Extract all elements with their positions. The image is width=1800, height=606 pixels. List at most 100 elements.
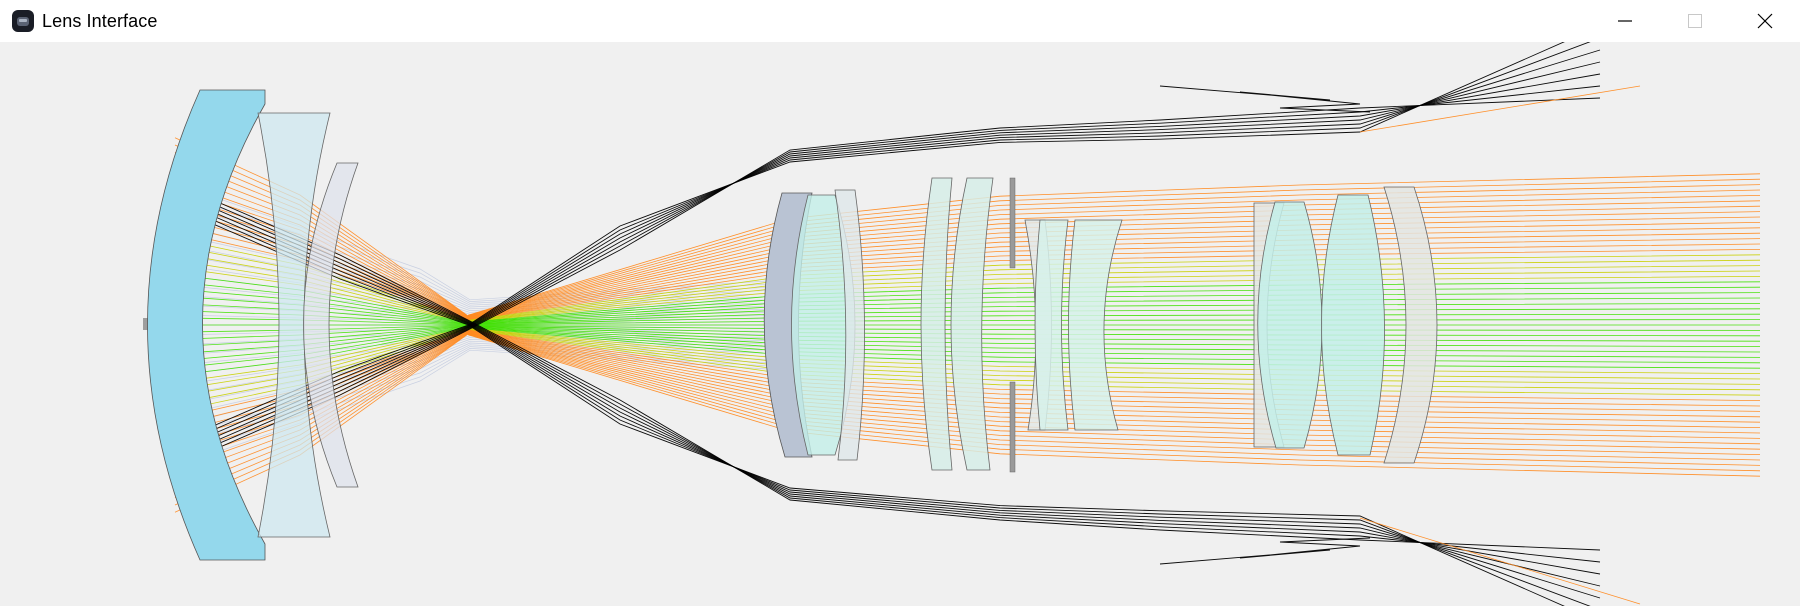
ray: [467, 332, 1761, 445]
lens-element-11: [1068, 219, 1123, 431]
ray: [467, 329, 1761, 396]
lens-element-10: [1034, 219, 1069, 431]
lens-element-7: [920, 177, 953, 471]
ray: [467, 216, 1761, 319]
ray: [467, 333, 1761, 466]
ray: [467, 184, 1761, 317]
ray: [189, 189, 1601, 551]
ray: [189, 73, 1601, 453]
ray: [467, 254, 1761, 321]
ray: [467, 334, 1761, 472]
ray: [467, 249, 1761, 321]
ray: [467, 324, 1761, 331]
ray: [467, 238, 1761, 320]
ray: [467, 211, 1761, 319]
ray: [1159, 537, 1371, 565]
ray: [467, 297, 1761, 324]
ray: [189, 42, 1565, 437]
ray: [1359, 517, 1641, 605]
ray: [467, 173, 1761, 316]
lens-element-8: [950, 177, 994, 471]
ray: [467, 328, 1761, 380]
close-icon: [1757, 13, 1773, 29]
window-controls: [1590, 0, 1800, 42]
ray: [467, 331, 1761, 434]
lens-canvas[interactable]: [0, 42, 1800, 606]
ray: [189, 201, 1601, 587]
ray: [467, 276, 1761, 323]
ray: [189, 197, 1601, 575]
minimize-button[interactable]: [1590, 0, 1660, 42]
ray: [467, 227, 1761, 320]
ray: [189, 193, 1601, 563]
ray: [189, 205, 1601, 599]
maximize-button[interactable]: [1660, 0, 1730, 42]
window-title: Lens Interface: [42, 10, 158, 31]
ray: [467, 205, 1761, 318]
ray: [467, 329, 1761, 401]
lens-element-14: [1321, 194, 1385, 456]
ray: [467, 326, 1761, 358]
ray: [467, 195, 1761, 317]
ray: [189, 85, 1601, 457]
ray: [467, 308, 1761, 325]
ray: [467, 327, 1761, 369]
ray: [467, 333, 1761, 455]
lens-element-2: [257, 112, 331, 538]
ray: [199, 346, 781, 440]
aperture-stop-top: [1009, 177, 1016, 269]
ray: [467, 178, 1761, 316]
ray-diagram: [143, 42, 1761, 606]
ray: [467, 325, 1761, 337]
ray: [189, 42, 1591, 441]
ray: [199, 344, 781, 430]
ray: [467, 259, 1761, 322]
ray: [467, 313, 1761, 325]
ray: [467, 330, 1761, 418]
ray: [467, 325, 1761, 342]
ray: [199, 220, 781, 306]
ray: [467, 328, 1761, 391]
ray: [467, 330, 1761, 412]
ray: [467, 200, 1761, 318]
ray: [199, 210, 781, 304]
ray: [467, 326, 1761, 348]
ray: [189, 213, 1565, 606]
ray: [467, 333, 1761, 461]
ray: [1159, 85, 1371, 113]
ray: [189, 61, 1601, 449]
ray: [467, 281, 1761, 323]
ray: [1359, 85, 1641, 133]
ray: [467, 222, 1761, 319]
lens-element-6: [834, 189, 865, 461]
app-icon: [12, 10, 34, 32]
lens-element-1: [147, 89, 266, 561]
ray: [189, 49, 1601, 445]
close-button[interactable]: [1730, 0, 1800, 42]
ray: [467, 319, 1761, 326]
ray: [467, 292, 1761, 324]
ray: [467, 329, 1761, 407]
ray: [467, 189, 1761, 317]
ray: [467, 327, 1761, 364]
ray: [467, 327, 1761, 374]
aperture-stop-bottom: [1009, 381, 1016, 473]
lens-element-13: [1257, 201, 1323, 449]
ray: [467, 302, 1761, 324]
ray: [189, 209, 1591, 606]
title-bar[interactable]: Lens Interface: [0, 0, 1800, 42]
ray: [189, 97, 1601, 461]
lens-element-15: [1383, 186, 1438, 464]
ray: [467, 328, 1761, 385]
ray: [467, 265, 1761, 322]
ray: [467, 286, 1761, 323]
ray: [467, 232, 1761, 320]
ray: [467, 331, 1761, 439]
ray: [467, 334, 1761, 477]
maximize-icon: [1688, 14, 1702, 28]
ray: [467, 330, 1761, 423]
ray: [467, 332, 1761, 450]
ray: [467, 270, 1761, 322]
ray: [467, 243, 1761, 321]
